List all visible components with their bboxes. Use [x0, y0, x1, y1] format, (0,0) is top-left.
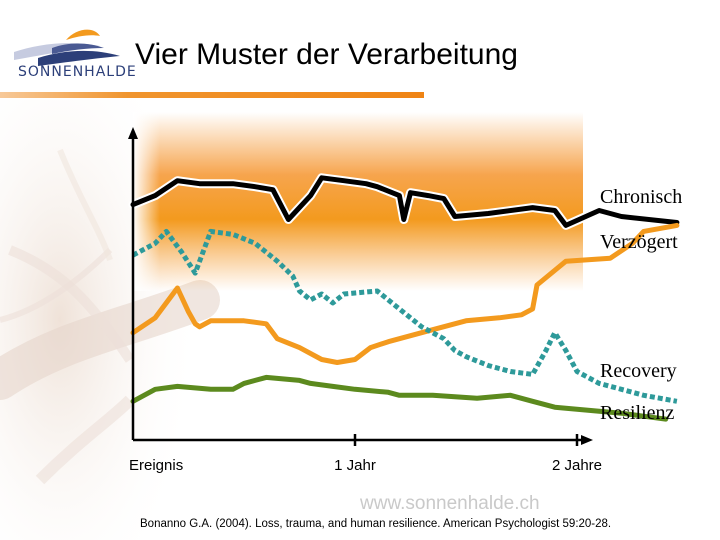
series-line-resilienz: [130, 374, 669, 422]
x-axis-arrow: [581, 435, 593, 445]
x-tick-label-2-jahre: 2 Jahre: [552, 457, 602, 474]
series-label-verzoegert: Verzögert: [600, 231, 678, 253]
series-line-recovery: [131, 228, 678, 404]
citation: Bonanno G.A. (2004). Loss, trauma, and h…: [140, 518, 612, 530]
series-line-verzoegert: [130, 222, 680, 365]
title-divider: [0, 92, 424, 98]
highlight-band-fade: [133, 112, 583, 291]
series-label-recovery: Recovery: [600, 360, 677, 382]
sonnenhalde-logo: [14, 29, 120, 66]
x-tick-label-1-jahr: 1 Jahr: [334, 457, 376, 474]
series-line-chronisch: [130, 175, 680, 228]
y-axis-arrow: [128, 127, 138, 139]
page-title: Vier Muster der Verarbeitung: [135, 38, 518, 71]
series-label-chronisch: Chronisch: [600, 186, 682, 208]
series-label-resilienz: Resilienz: [600, 402, 675, 424]
logo-text: SONNENHALDE: [18, 64, 137, 80]
website-watermark: www.sonnenhalde.ch: [360, 493, 540, 514]
x-tick-label-ereignis: Ereignis: [129, 457, 183, 474]
